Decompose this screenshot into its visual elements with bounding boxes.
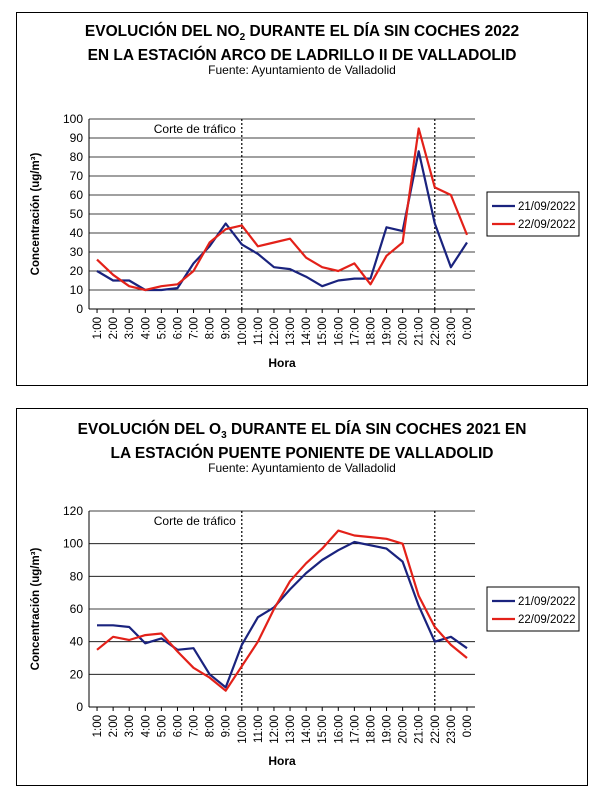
y-tick-label: 40	[70, 226, 84, 240]
x-tick-label: 16:00	[333, 317, 345, 346]
series-line-2	[96, 127, 469, 292]
x-tick-label: 21:00	[414, 715, 426, 744]
x-tick-label: 23:00	[446, 715, 458, 744]
y-tick-label: 0	[76, 700, 83, 714]
chart-source: Fuente: Ayuntamiento de Valladolid	[208, 461, 396, 475]
x-tick-label: 5:00	[156, 317, 168, 339]
x-tick-label: 20:00	[398, 715, 410, 744]
y-tick-label: 80	[70, 150, 84, 164]
title-text: EVOLUCIÓN DEL O	[77, 421, 222, 438]
title-line-2: LA ESTACIÓN PUENTE PONIENTE DE VALLADOLI…	[110, 445, 494, 463]
x-tick-label: 14:00	[301, 317, 313, 346]
x-tick-label: 18:00	[365, 715, 377, 744]
x-tick-label: 2:00	[108, 715, 120, 737]
x-tick-label: 16:00	[333, 715, 345, 744]
y-tick-label: 30	[70, 245, 84, 259]
legend-box	[486, 191, 580, 237]
x-tick-label: 2:00	[108, 317, 120, 339]
y-tick-label: 100	[63, 112, 83, 126]
x-tick-label: 7:00	[189, 715, 201, 737]
x-tick-label: 22:00	[430, 317, 442, 346]
x-tick-label: 13:00	[285, 317, 297, 346]
y-tick-label: 60	[70, 188, 84, 202]
y-tick-label: 40	[70, 635, 84, 649]
x-tick-label: 15:00	[317, 715, 329, 744]
x-tick-label: 18:00	[365, 317, 377, 346]
x-tick-label: 11:00	[253, 317, 265, 345]
y-axis-title: Concentración (ug/m³)	[30, 548, 42, 671]
x-tick-label: 19:00	[382, 715, 394, 744]
x-tick-label: 22:00	[430, 715, 442, 744]
no2-line-chart: 0 10 20 30 40 50 60 70 80 90 100 1:00 2:00 3:00 4:00 5:…	[30, 112, 580, 370]
title-subscript: 3	[221, 430, 227, 442]
y-tick-label: 50	[70, 207, 84, 221]
annotation-label: Corte de tráfico	[154, 514, 236, 528]
x-tick-label: 7:00	[189, 317, 201, 339]
x-tick-label: 6:00	[172, 317, 184, 339]
chart-title: EVOLUCIÓN DEL O3 DURANTE EL DÍA SIN COCH…	[17, 421, 587, 463]
y-axis-title: Concentración (ug/m³)	[30, 153, 42, 276]
y-tick-label: 20	[70, 667, 84, 681]
x-tick-label: 23:00	[446, 317, 458, 346]
title-text-end: DURANTE EL DÍA SIN COCHES 2022	[245, 23, 520, 40]
y-tick-label: 0	[76, 302, 83, 316]
x-tick-label: 11:00	[253, 715, 265, 743]
y-tick-label: 10	[70, 283, 84, 297]
y-tick-label: 20	[70, 264, 84, 278]
o3-chart-panel: EVOLUCIÓN DEL O3 DURANTE EL DÍA SIN COCH…	[16, 408, 588, 786]
y-tick-label: 90	[70, 131, 84, 145]
x-tick-label: 10:00	[237, 317, 249, 346]
x-tick-label: 4:00	[140, 317, 152, 339]
x-tick-label: 5:00	[156, 715, 168, 737]
x-tick-label: 19:00	[382, 317, 394, 346]
series-line-2	[96, 529, 468, 692]
x-tick-label: 8:00	[205, 317, 217, 339]
legend-label: 22/09/2022	[518, 614, 576, 626]
x-tick-label: 12:00	[269, 317, 281, 346]
x-tick-label: 14:00	[301, 715, 313, 744]
x-tick-label: 20:00	[398, 317, 410, 346]
x-axis-title: Hora	[268, 754, 296, 768]
y-tick-label: 80	[70, 569, 84, 583]
x-tick-label: 3:00	[124, 715, 136, 737]
x-tick-label: 0:00	[462, 715, 474, 737]
annotation-label: Corte de tráfico	[154, 122, 236, 136]
x-tick-label: 10:00	[237, 715, 249, 744]
x-tick-label: 17:00	[349, 715, 361, 744]
x-tick-label: 8:00	[205, 715, 217, 737]
x-tick-label: 9:00	[221, 715, 233, 737]
chart-title: EVOLUCIÓN DEL NO2 DURANTE EL DÍA SIN COC…	[17, 23, 587, 65]
legend-label: 21/09/2022	[518, 201, 576, 213]
legend-label: 21/09/2022	[518, 596, 576, 608]
y-tick-label: 60	[70, 602, 84, 616]
x-tick-label: 1:00	[92, 715, 104, 737]
series-line-1	[97, 540, 468, 689]
title-line-2: EN LA ESTACIÓN ARCO DE LADRILLO II DE VA…	[87, 47, 517, 65]
x-tick-label: 1:00	[92, 317, 104, 339]
x-tick-label: 9:00	[221, 317, 233, 339]
x-tick-label: 4:00	[140, 715, 152, 737]
title-text: EVOLUCIÓN DEL NO	[84, 23, 240, 40]
legend-box	[486, 586, 580, 632]
x-tick-label: 0:00	[462, 317, 474, 339]
y-tick-label: 120	[63, 504, 83, 518]
title-subscript: 2	[239, 32, 246, 44]
title-text-end: DURANTE EL DÍA SIN COCHES 2021 EN	[226, 421, 527, 438]
x-tick-label: 6:00	[172, 715, 184, 737]
x-tick-label: 21:00	[414, 317, 426, 346]
x-tick-label: 3:00	[124, 317, 136, 339]
x-tick-label: 17:00	[349, 317, 361, 346]
no2-chart-panel: EVOLUCIÓN DEL NO2 DURANTE EL DÍA SIN COC…	[16, 12, 588, 386]
x-axis-title: Hora	[268, 356, 296, 370]
x-tick-label: 12:00	[269, 715, 281, 744]
y-tick-label: 100	[63, 537, 83, 551]
chart-source: Fuente: Ayuntamiento de Valladolid	[208, 63, 396, 77]
y-tick-label: 70	[70, 169, 84, 183]
o3-line-chart: 0 20 40 60 80 100 120 1:00 2:00 3:00 4:00 5:00 6:00 7…	[30, 504, 580, 768]
x-tick-label: 15:00	[317, 317, 329, 346]
x-tick-label: 13:00	[285, 715, 297, 744]
legend-label: 22/09/2022	[518, 219, 576, 231]
